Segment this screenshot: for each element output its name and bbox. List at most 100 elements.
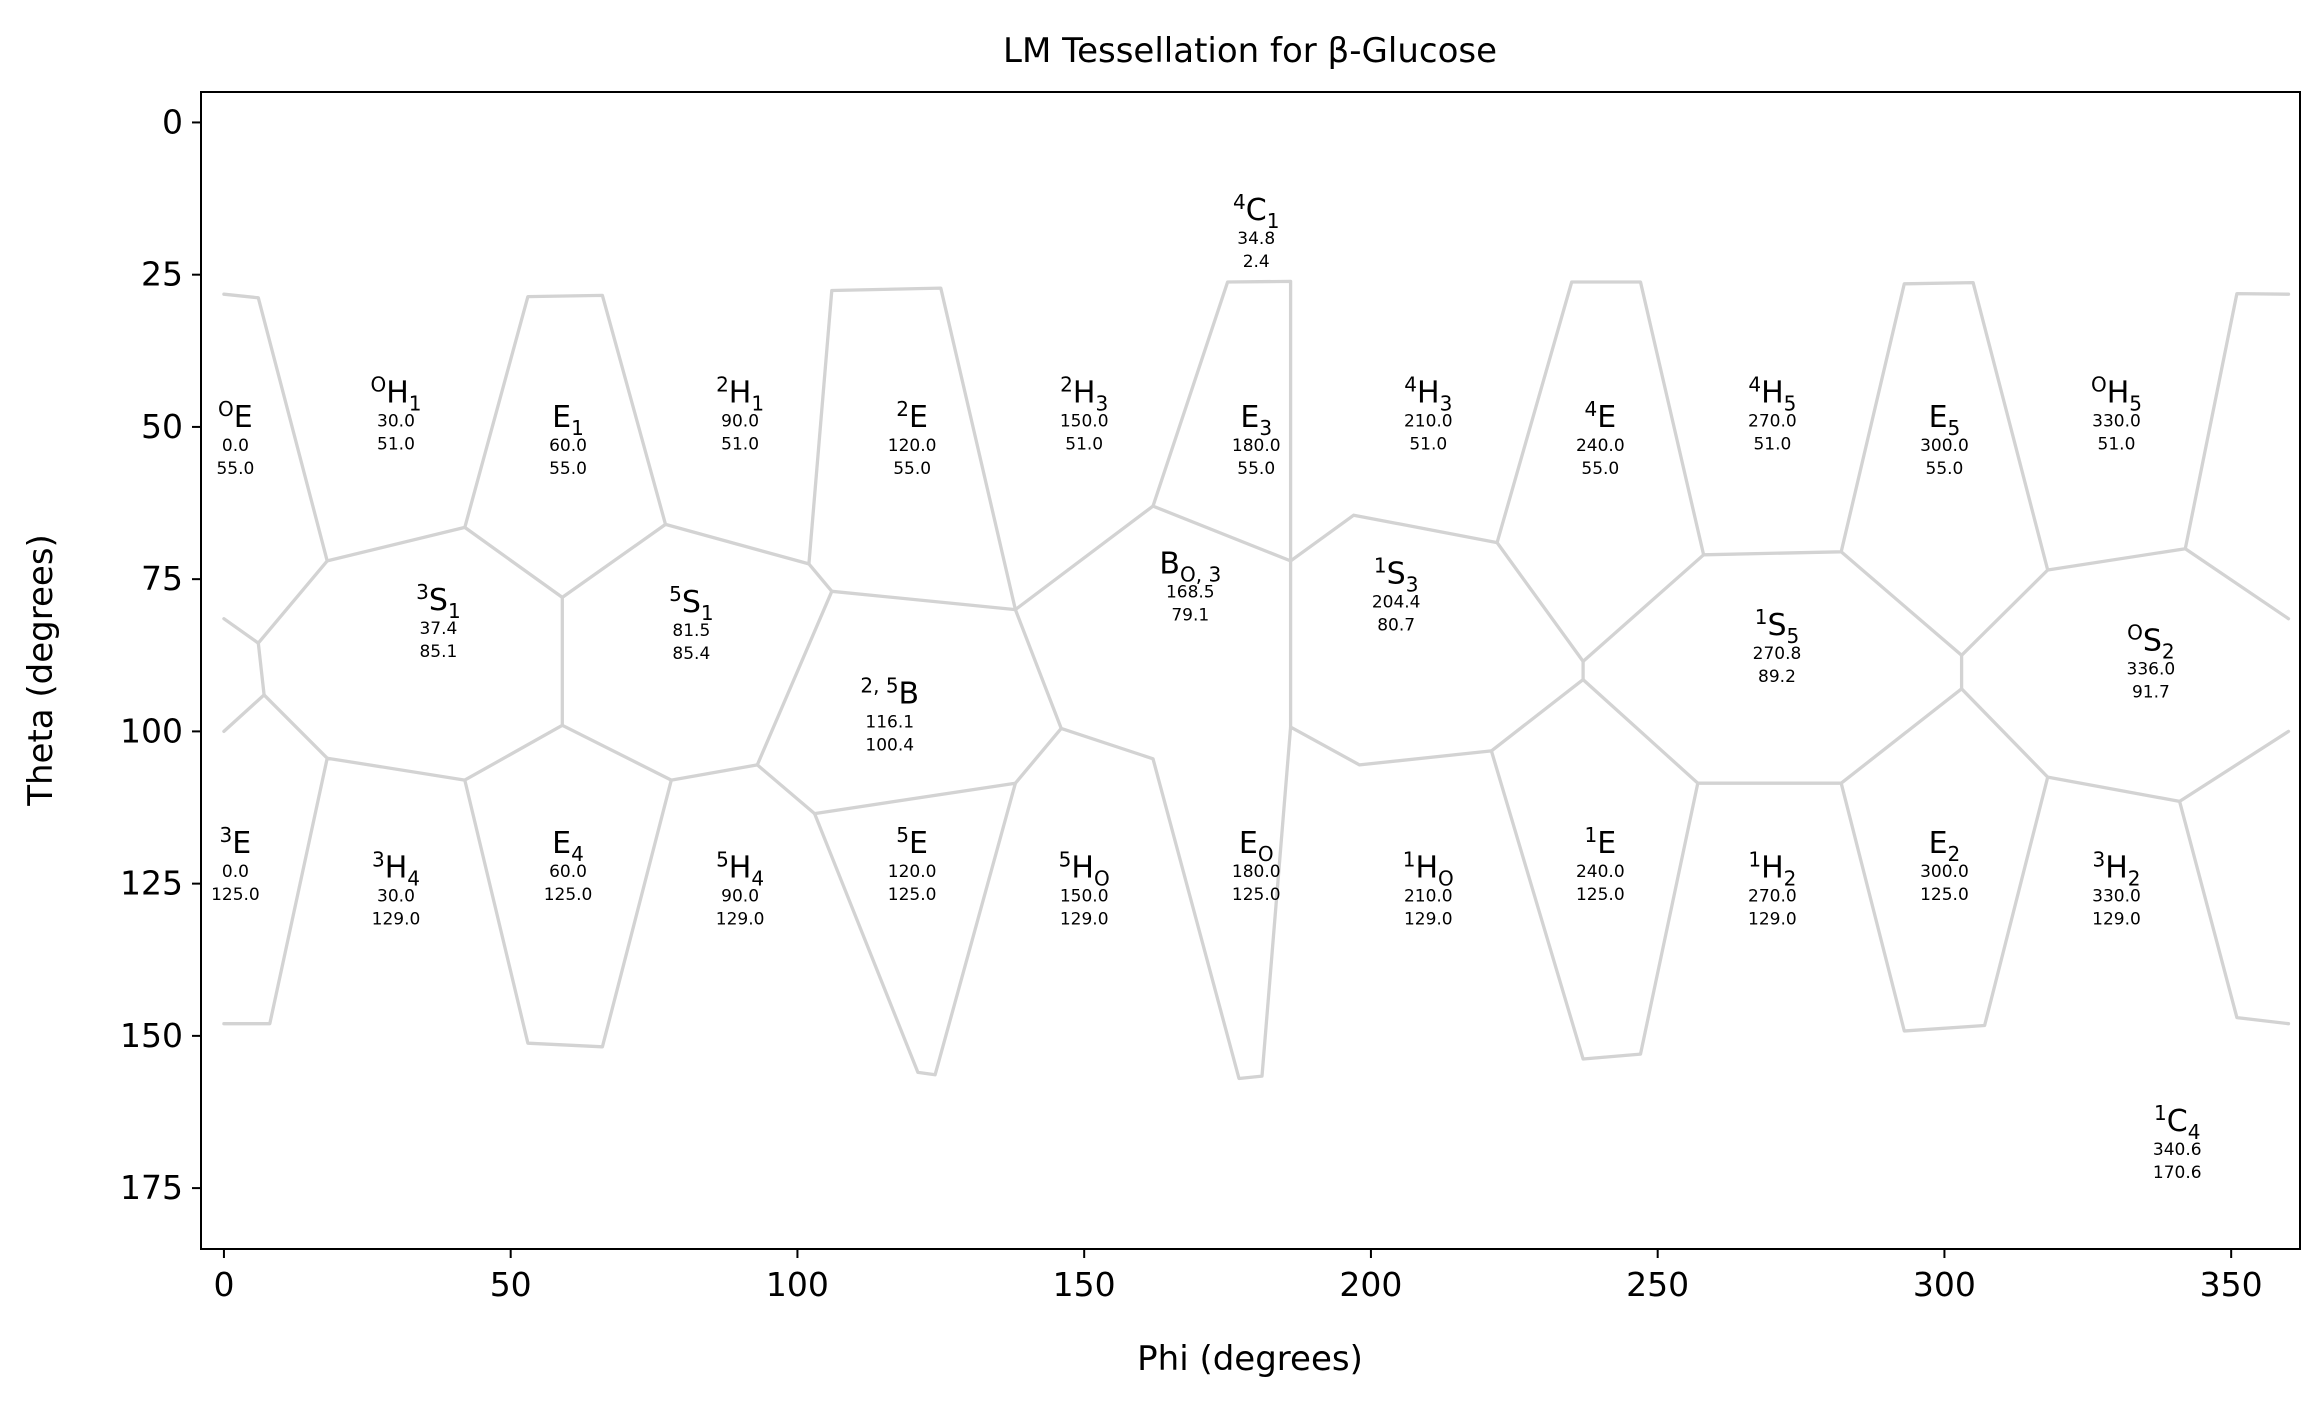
conformer-name: 1E (1584, 823, 1616, 861)
phi-value: 300.0 (1920, 436, 1969, 456)
conformer-base: S (2143, 623, 2162, 658)
conformer-base: H (1417, 376, 1440, 411)
conformer-base: E (909, 826, 928, 861)
conformer-name: 5E (896, 823, 928, 861)
cell-edge (560, 723, 673, 782)
conformer-superscript: 2 (1060, 373, 1073, 397)
conformer-subscript: 5 (1784, 392, 1797, 416)
conformer-name: 2H1 (716, 373, 764, 416)
y-tick-label: 125 (120, 864, 183, 903)
conformer-base: H (1415, 851, 1438, 886)
conformer-subscript: 3 (1095, 392, 1108, 416)
conformer-subscript: 1 (571, 416, 584, 440)
conformer-name: EO (1239, 826, 1274, 866)
theta-value: 2.4 (1243, 252, 1270, 272)
conformer-subscript: 2 (2128, 867, 2141, 891)
conformer-name: OH5 (2091, 373, 2142, 416)
theta-value: 125.0 (1232, 885, 1281, 905)
conformer-name: 5HO (1059, 848, 1110, 891)
y-axis-ticks: 0 25 50 75 100 125 150 175 (120, 102, 201, 1207)
phi-value: 270.0 (1748, 887, 1797, 907)
phi-value: 336.0 (2127, 659, 2176, 679)
cell-edge (755, 589, 834, 767)
conformer-base: S (429, 583, 448, 618)
conformer-subscript: 1 (1267, 209, 1280, 233)
conformer-name: 4H3 (1404, 373, 1452, 416)
theta-value: 170.6 (2153, 1163, 2202, 1183)
phi-value: 240.0 (1576, 862, 1625, 882)
cell-edge (812, 781, 1018, 816)
conformer-base: S (682, 585, 701, 620)
phi-value: 30.0 (377, 412, 415, 432)
phi-value: 90.0 (721, 887, 759, 907)
conformer-name: 1HO (1403, 848, 1454, 891)
y-tick-label: 75 (141, 559, 183, 598)
cell-edge (1013, 607, 1063, 731)
phi-value: 204.4 (1372, 592, 1421, 612)
conformer-subscript: 3 (1440, 392, 1453, 416)
conformer-base: H (729, 851, 752, 886)
y-tick-label: 0 (162, 102, 183, 141)
conformer-name: 4E (1584, 397, 1616, 435)
cell-edge (2183, 547, 2291, 621)
conformer-superscript: 3 (416, 580, 429, 604)
theta-value: 51.0 (721, 435, 759, 455)
x-tick-label: 200 (1339, 1265, 1402, 1304)
conformer-base: B (1159, 547, 1180, 582)
conformer-name: 3S1 (416, 580, 461, 623)
conformer-name: E4 (552, 826, 584, 866)
conformer-base: H (1761, 376, 1784, 411)
x-axis-label: Phi (degrees) (1137, 1339, 1363, 1379)
theta-value: 125.0 (1576, 885, 1625, 905)
phi-value: 120.0 (888, 862, 937, 882)
conformer-name: 3H4 (372, 848, 420, 891)
conformer-name: 5H4 (716, 848, 764, 891)
phi-value: 270.0 (1748, 412, 1797, 432)
conformer-name: 1C4 (2154, 1101, 2200, 1144)
conformer-name: E1 (552, 400, 584, 440)
conformer-name: 1H2 (1748, 848, 1796, 891)
x-tick-label: 150 (1053, 1265, 1116, 1304)
theta-value: 85.4 (672, 644, 710, 664)
conformer-subscript: 3 (1406, 572, 1419, 596)
theta-value: 51.0 (2098, 435, 2136, 455)
cell-edge (1959, 687, 2050, 779)
phi-value: 30.0 (377, 887, 415, 907)
conformer-name: 2H3 (1060, 373, 1108, 416)
theta-value: 85.1 (419, 642, 457, 662)
phi-value: 0.0 (222, 862, 249, 882)
phi-value: 180.0 (1232, 436, 1281, 456)
conformer-name: 3E (220, 823, 252, 861)
conformer-superscript: 4 (1233, 190, 1246, 214)
conformer-subscript: 4 (751, 867, 764, 891)
x-tick-label: 250 (1626, 1265, 1689, 1304)
conformer-name: 4H5 (1748, 373, 1796, 416)
theta-value: 129.0 (716, 910, 765, 930)
phi-value: 210.0 (1404, 887, 1453, 907)
conformer-superscript: 1 (1748, 848, 1761, 872)
phi-value: 81.5 (672, 621, 710, 641)
conformer-name: E2 (1929, 826, 1961, 866)
conformer-superscript: 1 (1584, 823, 1597, 847)
conformer-base: H (386, 376, 409, 411)
theta-value: 55.0 (1237, 459, 1275, 479)
conformer-subscript: O (1094, 867, 1110, 891)
plot-frame (200, 91, 2301, 1250)
theta-value: 125.0 (211, 885, 260, 905)
x-tick-label: 100 (766, 1265, 829, 1304)
conformer-superscript: 3 (372, 848, 385, 872)
phi-value: 300.0 (1920, 862, 1969, 882)
x-tick-label: 350 (2200, 1265, 2263, 1304)
theta-value: 129.0 (372, 910, 421, 930)
phi-value: 330.0 (2092, 887, 2141, 907)
x-axis-ticks: 0 50 100 150 200 250 300 350 (213, 1249, 2263, 1304)
